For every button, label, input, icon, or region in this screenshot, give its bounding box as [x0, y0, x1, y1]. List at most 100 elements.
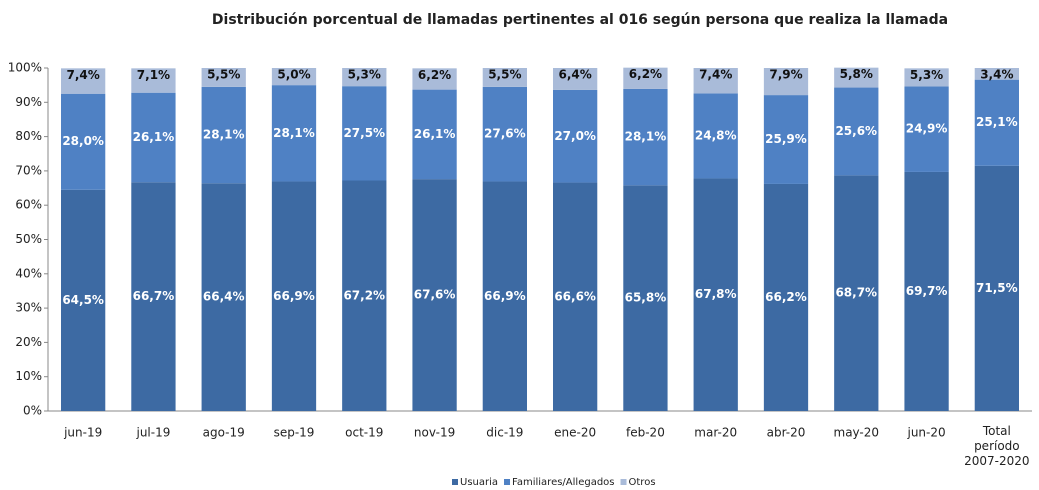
bar-segment	[342, 86, 387, 181]
bar-segment	[482, 181, 527, 411]
y-tick-label: 100%	[8, 61, 42, 75]
value-label: 67,6%	[414, 288, 456, 302]
value-label: 25,6%	[835, 124, 877, 138]
bar-segment	[412, 89, 457, 180]
bar-segment	[412, 68, 457, 90]
x-tick-label: jul-19	[135, 426, 170, 440]
legend-swatch	[504, 479, 511, 485]
value-label: 28,1%	[273, 126, 315, 140]
bar-segment	[623, 88, 668, 186]
bar-segment	[974, 68, 1019, 80]
y-tick-label: 50%	[15, 232, 42, 246]
legend-label: Usuaria	[460, 477, 498, 488]
bar-segment	[904, 86, 949, 172]
value-label: 66,4%	[203, 290, 245, 304]
value-label: 5,3%	[348, 68, 381, 82]
value-label: 5,5%	[488, 68, 521, 82]
value-label: 7,4%	[699, 68, 732, 82]
bar-segment	[623, 67, 668, 89]
bar-segment	[61, 189, 106, 411]
value-label: 7,1%	[137, 68, 170, 82]
value-label: 66,9%	[484, 289, 526, 303]
value-label: 26,1%	[414, 127, 456, 141]
x-tick-label: Total período 2007-2020	[964, 424, 1029, 468]
bar-segment	[553, 89, 598, 183]
x-tick-label: dic-19	[486, 426, 523, 440]
bar-segment	[201, 86, 246, 184]
value-label: 64,5%	[62, 293, 104, 307]
value-label: 5,5%	[207, 68, 240, 82]
y-tick-label: 40%	[15, 266, 42, 280]
x-tick-label: jun-19	[63, 426, 102, 440]
value-label: 7,4%	[67, 68, 100, 82]
value-label: 5,8%	[840, 67, 873, 81]
value-label: 26,1%	[133, 130, 175, 144]
x-tick-label: sep-19	[274, 426, 315, 440]
bar-segment	[131, 92, 176, 183]
legend-swatch	[620, 479, 627, 485]
bar-segment	[553, 68, 598, 90]
bar-segment	[763, 183, 809, 411]
x-tick-label: ago-19	[203, 426, 245, 440]
bar-segment	[834, 175, 879, 411]
bar-segment	[271, 85, 317, 182]
value-label: 71,5%	[976, 281, 1018, 295]
x-tick-label: ene-20	[554, 426, 596, 440]
bar-segment	[623, 185, 668, 411]
value-label: 25,1%	[976, 115, 1018, 129]
y-tick-label: 90%	[15, 95, 42, 109]
bar-segment	[131, 68, 176, 93]
bar-segment	[974, 165, 1019, 411]
bar-segment	[412, 179, 457, 411]
bar-segment	[61, 68, 106, 94]
bar-segment	[482, 68, 527, 87]
value-label: 67,8%	[695, 287, 737, 301]
x-tick-label: mar-20	[694, 426, 737, 440]
bar-segment	[693, 68, 738, 94]
bar-segment	[271, 68, 317, 86]
value-label: 67,2%	[343, 288, 385, 302]
bar-segment	[271, 181, 317, 411]
y-tick-label: 10%	[15, 369, 42, 383]
x-tick-label: abr-20	[767, 426, 806, 440]
x-tick-label: nov-19	[414, 426, 455, 440]
value-label: 66,2%	[765, 290, 807, 304]
bar-segment	[834, 87, 879, 176]
y-tick-label: 60%	[15, 198, 42, 212]
bar-segment	[201, 183, 246, 411]
bar-segment	[61, 93, 106, 190]
value-label: 5,3%	[910, 68, 943, 82]
value-label: 24,9%	[906, 122, 948, 136]
y-tick-label: 20%	[15, 335, 42, 349]
bar-segment	[904, 171, 949, 411]
value-label: 6,2%	[418, 68, 451, 82]
value-label: 69,7%	[906, 284, 948, 298]
bar-segment	[342, 68, 387, 87]
legend-label: Familiares/Allegados	[512, 477, 615, 488]
x-tick-label: feb-20	[626, 426, 665, 440]
value-label: 28,0%	[62, 134, 104, 148]
value-label: 66,6%	[554, 289, 596, 303]
value-label: 3,4%	[980, 68, 1013, 82]
bar-segment	[763, 95, 809, 184]
y-tick-label: 30%	[15, 301, 42, 315]
value-label: 5,0%	[277, 68, 310, 82]
value-label: 68,7%	[835, 286, 877, 300]
bar-segment	[482, 86, 527, 182]
bar-segment	[553, 182, 598, 411]
bar-segment	[131, 182, 176, 411]
value-label: 6,2%	[629, 67, 662, 81]
bar-segment	[342, 180, 387, 411]
value-label: 27,0%	[554, 129, 596, 143]
y-tick-label: 80%	[15, 129, 42, 143]
bar-segment	[201, 68, 246, 87]
bar-segment	[763, 68, 809, 96]
y-tick-label: 70%	[15, 163, 42, 177]
value-label: 25,9%	[765, 132, 807, 146]
value-label: 28,1%	[203, 128, 245, 142]
y-tick-label: 0%	[23, 404, 42, 418]
x-tick-label: jun-20	[906, 426, 945, 440]
value-label: 66,9%	[273, 289, 315, 303]
value-label: 27,6%	[484, 127, 526, 141]
